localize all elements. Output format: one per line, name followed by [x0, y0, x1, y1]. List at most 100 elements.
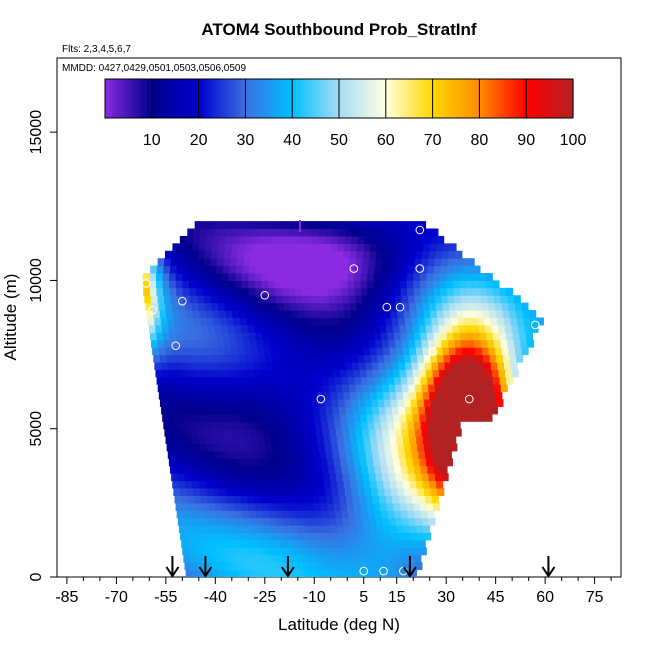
heatmap-cell — [175, 324, 183, 333]
heatmap-cell — [199, 443, 207, 452]
heatmap-cell — [354, 287, 362, 296]
heatmap-cell — [228, 273, 236, 281]
heatmap-cell — [214, 221, 222, 230]
heatmap-cell — [272, 235, 280, 244]
heatmap-cell — [257, 391, 265, 400]
heatmap-cell — [298, 310, 306, 318]
heatmap-cell — [495, 391, 503, 400]
heatmap-cell — [183, 510, 191, 519]
colorbar-swatch — [257, 79, 261, 118]
heatmap-cell — [173, 399, 181, 407]
heatmap-cell — [175, 502, 183, 511]
heatmap-cell — [342, 562, 350, 571]
colorbar-swatch — [402, 79, 406, 118]
colorbar-swatch — [278, 79, 282, 118]
heatmap-cell — [191, 302, 199, 311]
heatmap-cell — [320, 547, 328, 556]
colorbar-swatch — [299, 79, 303, 118]
heatmap-cell — [278, 488, 286, 496]
heatmap-cell — [231, 480, 239, 489]
heatmap-cell — [184, 250, 192, 259]
colorbar-swatch — [509, 79, 513, 118]
colorbar-swatch — [341, 79, 345, 118]
heatmap-cell — [208, 502, 216, 511]
heatmap-cell — [200, 406, 208, 415]
x-axis-label: Latitude (deg N) — [278, 615, 400, 634]
heatmap-cell — [417, 532, 425, 541]
heatmap-cell — [417, 488, 425, 496]
heatmap-cell — [383, 525, 391, 534]
heatmap-cell — [210, 562, 218, 571]
heatmap-cell — [469, 399, 478, 407]
colorbar-swatch — [439, 79, 443, 118]
heatmap-cell — [220, 361, 228, 370]
heatmap-cell — [380, 287, 388, 296]
heatmap-cell — [389, 480, 398, 489]
heatmap-cell — [446, 280, 454, 289]
heatmap-cell — [248, 376, 257, 385]
heatmap-cell — [403, 436, 411, 445]
heatmap-cell — [332, 228, 340, 237]
heatmap-cell — [430, 354, 438, 363]
heatmap-cell — [328, 332, 336, 341]
heatmap-cell — [335, 339, 343, 348]
heatmap-cell — [302, 295, 310, 304]
heatmap-cell — [266, 450, 274, 459]
heatmap-cell — [399, 324, 407, 333]
heatmap-cell — [495, 302, 503, 311]
heatmap-cell — [322, 428, 330, 437]
heatmap-cell — [203, 384, 211, 393]
heatmap-cell — [301, 332, 309, 341]
heatmap-cell — [213, 406, 221, 415]
heatmap-cell — [450, 443, 458, 452]
heatmap-cell — [409, 480, 417, 489]
colorbar-swatch — [245, 79, 249, 118]
heatmap-cell — [281, 332, 289, 341]
heatmap-cell — [231, 302, 239, 311]
heatmap-cell — [189, 465, 197, 474]
heatmap-cell — [468, 302, 476, 311]
colorbar-swatch — [224, 79, 228, 118]
heatmap-cell — [269, 428, 278, 437]
heatmap-cell — [384, 443, 392, 452]
heatmap-cell — [178, 525, 187, 534]
heatmap-cell — [516, 354, 524, 363]
heatmap-cell — [458, 324, 466, 333]
heatmap-cell — [201, 413, 209, 422]
heatmap-cell — [253, 539, 261, 548]
heatmap-cell — [447, 295, 455, 304]
heatmap-cell — [456, 354, 464, 363]
heatmap-cell — [303, 562, 311, 571]
marker-point — [131, 368, 141, 377]
heatmap-cell — [283, 250, 291, 259]
heatmap-cell — [518, 324, 526, 333]
heatmap-cell — [373, 413, 381, 422]
heatmap-cell — [300, 369, 308, 378]
heatmap-cell — [411, 406, 419, 415]
heatmap-cell — [193, 488, 201, 496]
heatmap-cell — [178, 250, 186, 259]
heatmap-cell — [366, 458, 374, 467]
heatmap-cell — [329, 562, 337, 571]
heatmap-cell — [156, 287, 164, 296]
heatmap-cell — [293, 539, 301, 548]
heatmap-cell — [155, 369, 163, 378]
heatmap-cell — [358, 228, 366, 237]
heatmap-cell — [201, 221, 209, 230]
heatmap-cell — [190, 384, 198, 393]
heatmap-cell — [367, 280, 375, 289]
heatmap-cell — [390, 525, 398, 534]
heatmap-cell — [198, 436, 206, 445]
heatmap-cell — [335, 258, 343, 267]
x-tick-label: 75 — [586, 589, 604, 606]
heatmap-cell — [292, 488, 300, 496]
heatmap-cell — [333, 502, 341, 511]
heatmap-cell — [440, 265, 448, 274]
colorbar-swatch — [271, 79, 275, 118]
heatmap-cell — [228, 458, 236, 467]
heatmap-cell — [210, 384, 218, 393]
heatmap-cell — [425, 369, 434, 378]
heatmap-cell — [282, 421, 290, 430]
heatmap-cell — [248, 332, 256, 341]
heatmap-cell — [240, 361, 248, 370]
